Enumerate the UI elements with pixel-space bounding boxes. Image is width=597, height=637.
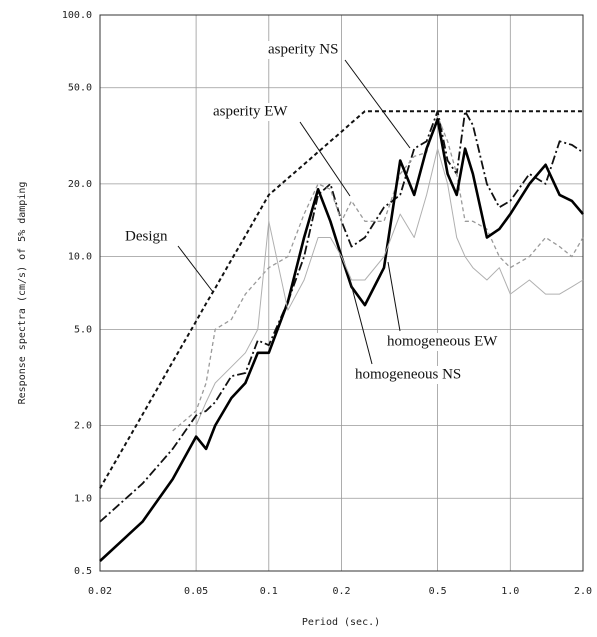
label-backdrop <box>123 228 170 246</box>
y-tick-label: 10.0 <box>68 252 92 263</box>
label-backdrop <box>385 333 500 351</box>
x-tick-label: 0.5 <box>429 586 447 597</box>
series-line <box>99 110 584 523</box>
leader-line <box>387 261 401 332</box>
x-tick-label: 0.1 <box>260 586 278 597</box>
series-label: homogeneous EW <box>387 333 498 349</box>
y-tick-label: 100.0 <box>62 10 92 21</box>
series-label: homogeneous NS <box>355 366 461 382</box>
series-label: Design <box>125 228 168 244</box>
leader-line <box>177 245 214 293</box>
y-tick-label: 5.0 <box>74 324 92 335</box>
series-line <box>99 110 583 489</box>
x-tick-label: 0.2 <box>332 586 350 597</box>
series-line <box>172 115 584 432</box>
series-line <box>99 118 584 562</box>
series-line <box>195 148 584 426</box>
series-label: asperity NS <box>268 41 338 57</box>
x-axis-label: Period (sec.) <box>302 617 380 628</box>
series-label: asperity EW <box>213 103 288 119</box>
x-tick-label: 0.05 <box>184 586 208 597</box>
x-tick-label: 2.0 <box>574 586 592 597</box>
leader-line <box>344 59 411 149</box>
label-backdrop <box>266 41 341 59</box>
label-backdrop <box>211 103 290 121</box>
y-tick-label: 1.0 <box>74 493 92 504</box>
y-tick-label: 0.5 <box>74 566 92 577</box>
plot-frame <box>99 14 584 572</box>
y-tick-label: 20.0 <box>68 179 92 190</box>
x-tick-label: 0.02 <box>88 586 112 597</box>
y-tick-label: 2.0 <box>74 421 92 432</box>
y-tick-label: 50.0 <box>68 83 92 94</box>
label-backdrop <box>353 366 464 384</box>
y-axis-label: Response spectra (cm/s) of 5% damping <box>17 182 28 405</box>
leader-line <box>349 279 373 365</box>
x-tick-label: 1.0 <box>501 586 519 597</box>
leader-line <box>299 121 351 197</box>
